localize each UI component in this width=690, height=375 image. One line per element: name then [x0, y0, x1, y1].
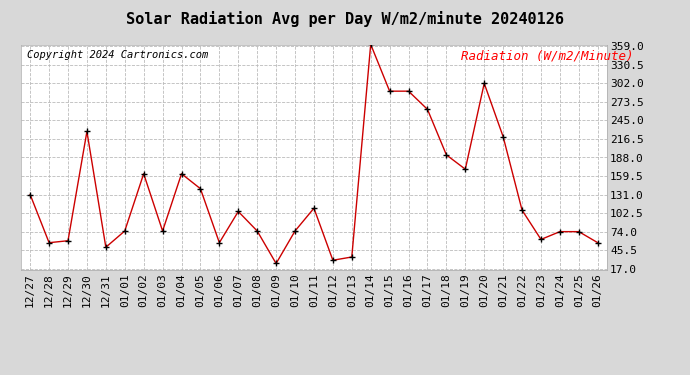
- Text: Solar Radiation Avg per Day W/m2/minute 20240126: Solar Radiation Avg per Day W/m2/minute …: [126, 11, 564, 27]
- Text: Radiation (W/m2/Minute): Radiation (W/m2/Minute): [461, 50, 633, 63]
- Text: Copyright 2024 Cartronics.com: Copyright 2024 Cartronics.com: [26, 50, 208, 60]
